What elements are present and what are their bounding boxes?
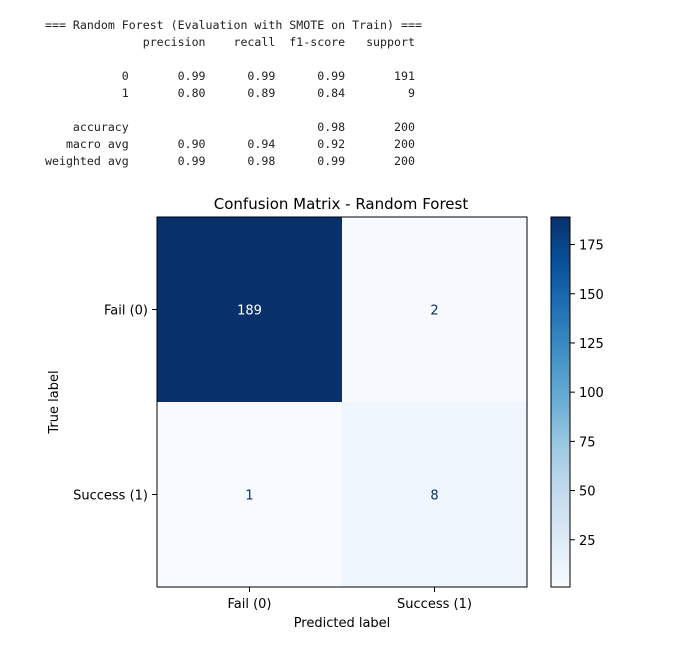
- x-tick-label: Success (1): [397, 597, 472, 612]
- report-line: 0 0.99 0.99 0.99 191: [45, 69, 415, 83]
- y-axis-label: True label: [47, 370, 62, 434]
- matrix-cell: [157, 402, 342, 587]
- y-tick-label: Success (1): [73, 489, 148, 504]
- classification-report: === Random Forest (Evaluation with SMOTE…: [45, 17, 422, 170]
- matrix-cell: [157, 217, 342, 402]
- colorbar-tick-label: 150: [579, 288, 604, 303]
- cell-value-label: 2: [430, 304, 438, 319]
- report-header: === Random Forest (Evaluation with SMOTE…: [45, 18, 422, 32]
- report-line: weighted avg 0.99 0.98 0.99 200: [45, 154, 415, 168]
- y-tick-label: Fail (0): [104, 304, 148, 319]
- chart-title: Confusion Matrix - Random Forest: [214, 195, 469, 213]
- report-line: precision recall f1-score support: [45, 35, 415, 49]
- colorbar: [550, 216, 571, 588]
- colorbar-tick-label: 50: [579, 485, 596, 500]
- x-tick-label: Fail (0): [227, 597, 271, 612]
- colorbar-tick-label: 175: [579, 239, 604, 254]
- matrix-cell: [342, 402, 527, 587]
- cell-value-label: 8: [430, 489, 438, 504]
- colorbar-tick-label: 25: [579, 534, 596, 549]
- matrix-cell: [342, 217, 527, 402]
- report-line: accuracy 0.98 200: [45, 120, 415, 134]
- report-line: 1 0.80 0.89 0.84 9: [45, 86, 415, 100]
- x-axis-label: Predicted label: [294, 616, 391, 631]
- cell-value-label: 189: [237, 304, 262, 319]
- report-line: macro avg 0.90 0.94 0.92 200: [45, 137, 415, 151]
- cell-value-label: 1: [245, 489, 253, 504]
- colorbar-tick-label: 75: [579, 435, 596, 450]
- colorbar-tick-label: 100: [579, 386, 604, 401]
- colorbar-tick-label: 125: [579, 337, 604, 352]
- plot-frame: [156, 216, 528, 588]
